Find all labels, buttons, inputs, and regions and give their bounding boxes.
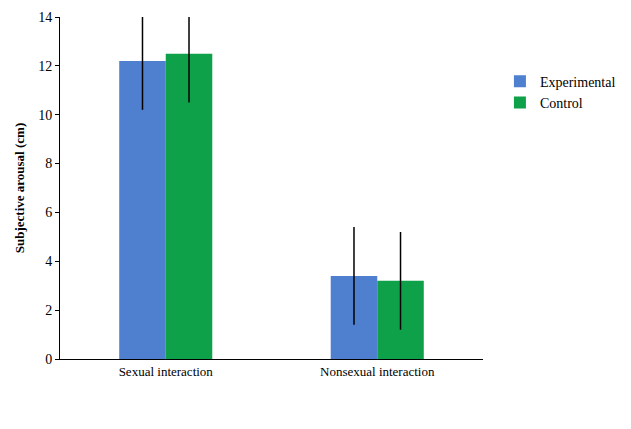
svg-text:Experimental: Experimental <box>540 75 616 90</box>
svg-text:Control: Control <box>540 96 583 111</box>
svg-text:4: 4 <box>45 254 52 269</box>
svg-text:Subjective arousal (cm): Subjective arousal (cm) <box>12 123 27 253</box>
svg-text:10: 10 <box>38 108 52 123</box>
svg-text:Sexual interaction: Sexual interaction <box>119 364 214 379</box>
svg-text:Nonsexual interaction: Nonsexual interaction <box>320 364 435 379</box>
svg-text:14: 14 <box>38 10 52 25</box>
svg-text:8: 8 <box>45 156 52 171</box>
svg-text:12: 12 <box>38 59 52 74</box>
svg-text:0: 0 <box>45 352 52 367</box>
svg-text:6: 6 <box>45 205 52 220</box>
svg-text:2: 2 <box>45 303 52 318</box>
